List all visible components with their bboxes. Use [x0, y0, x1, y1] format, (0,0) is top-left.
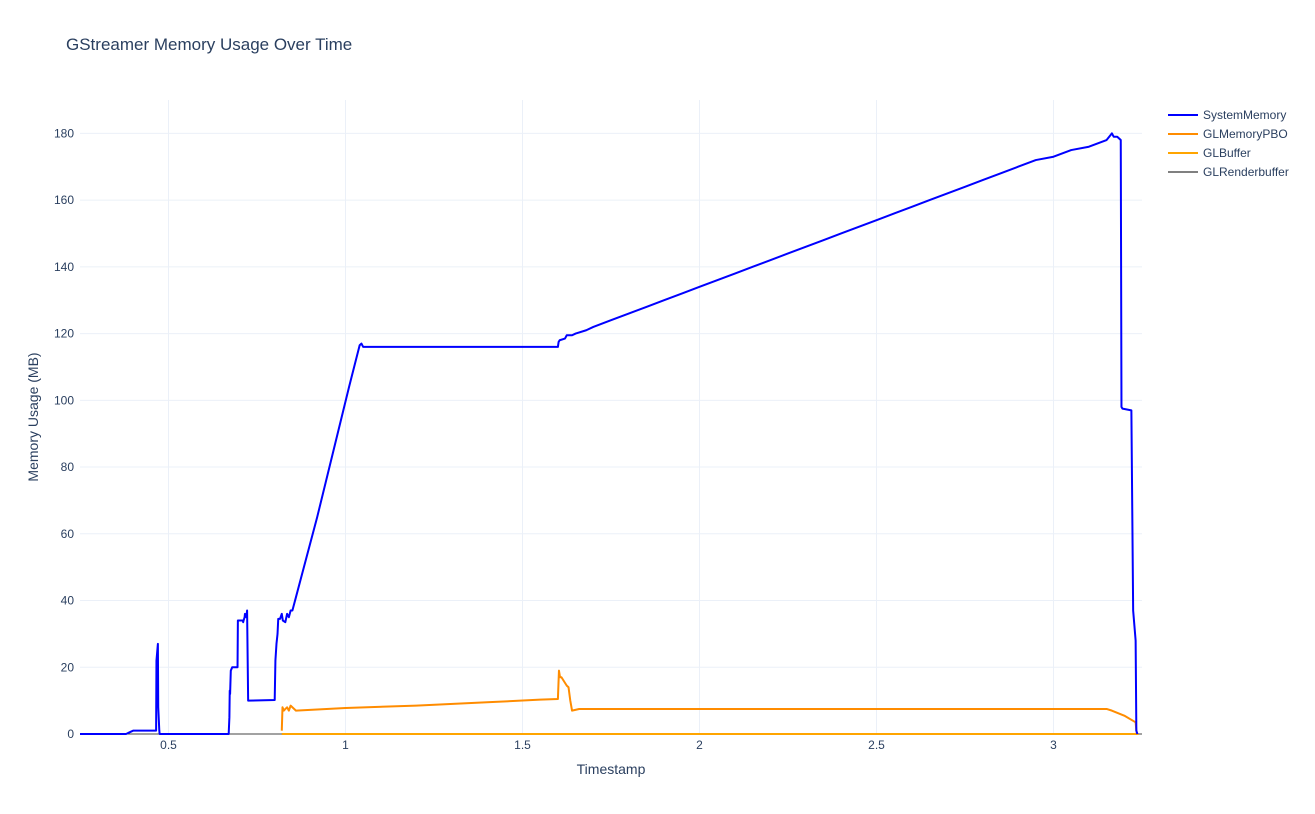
legend-item-glrenderbuffer[interactable]: GLRenderbuffer [1168, 165, 1289, 179]
grid [80, 100, 1142, 735]
series-line-systemmemory [80, 132, 1139, 735]
legend: SystemMemory GLMemoryPBO GLBuffer GLRenderb… [1168, 108, 1289, 179]
y-tick-label: 0 [67, 727, 74, 741]
legend-label: GLBuffer [1203, 146, 1251, 160]
y-tick-label: 160 [54, 193, 74, 207]
y-axis-title: Memory Usage (MB) [25, 352, 41, 481]
legend-item-systemmemory[interactable]: SystemMemory [1168, 108, 1286, 122]
legend-item-glmemorypbo[interactable]: GLMemoryPBO [1168, 127, 1288, 141]
y-tick-label: 100 [54, 393, 74, 407]
x-tick-label: 3 [1050, 738, 1057, 752]
y-tick-label: 80 [61, 460, 75, 474]
legend-item-glbuffer[interactable]: GLBuffer [1168, 146, 1251, 160]
y-tick-label: 20 [61, 660, 75, 674]
y-tick-label: 180 [54, 126, 74, 140]
plot-area [80, 132, 1139, 735]
x-tick-label: 2 [696, 738, 703, 752]
x-axis-title: Timestamp [577, 761, 646, 777]
y-tick-label: 60 [61, 527, 75, 541]
x-axis: 0.5 1 1.5 2 2.5 3 [160, 738, 1057, 752]
y-axis: 0 20 40 60 80 100 120 140 160 180 [54, 126, 74, 741]
legend-label: GLMemoryPBO [1203, 127, 1288, 141]
chart-title: GStreamer Memory Usage Over Time [66, 35, 352, 54]
x-tick-label: 0.5 [160, 738, 177, 752]
y-tick-label: 140 [54, 260, 74, 274]
x-tick-label: 2.5 [868, 738, 885, 752]
y-tick-label: 120 [54, 327, 74, 341]
x-tick-label: 1 [342, 738, 349, 752]
series-line-glmemorypbo [280, 669, 1139, 735]
y-tick-label: 40 [61, 594, 75, 608]
legend-label: GLRenderbuffer [1203, 165, 1289, 179]
x-tick-label: 1.5 [514, 738, 531, 752]
legend-label: SystemMemory [1203, 108, 1286, 122]
